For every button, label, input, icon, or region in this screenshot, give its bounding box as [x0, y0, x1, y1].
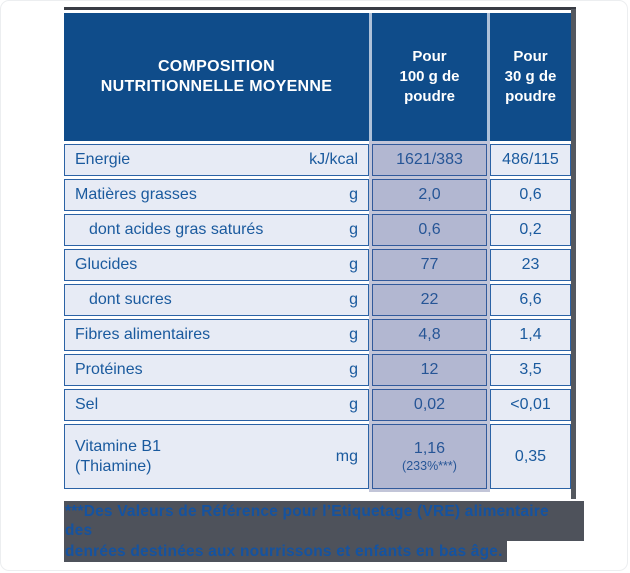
row-label: Energie	[75, 151, 131, 168]
value-per-100g: 12	[372, 354, 487, 386]
value-per-100g: 1,16	[413, 440, 446, 457]
unit-label: g	[349, 221, 358, 238]
header-per-100g-line2: 100 g de	[399, 68, 460, 85]
value-per-30g: 0,35	[490, 424, 571, 489]
header-per-30g-line2: 30 g de	[504, 68, 557, 85]
value-per-30g: 3,5	[490, 354, 571, 386]
table-header-row: COMPOSITION NUTRITIONNELLE MOYENNE Pour …	[64, 13, 571, 141]
header-composition: COMPOSITION NUTRITIONNELLE MOYENNE	[64, 13, 369, 141]
unit-label: kJ/kcal	[309, 151, 358, 168]
row-label: Vitamine B1	[75, 437, 161, 455]
nutrition-table: COMPOSITION NUTRITIONNELLE MOYENNE Pour …	[64, 13, 571, 492]
row-vitamine-b1: Vitamine B1 (Thiamine) mg 1,16 (233%***)…	[64, 424, 571, 489]
value-per-30g: <0,01	[490, 389, 571, 421]
value-per-100g: 4,8	[372, 319, 487, 351]
unit-label: g	[349, 326, 358, 343]
row-label: Protéines	[75, 361, 143, 378]
row-fibres-alimentaires: Fibres alimentaires g 4,8 1,4	[64, 319, 571, 351]
value-per-100g: 22	[372, 284, 487, 316]
row-matieres-grasses: Matières grasses g 2,0 0,6	[64, 179, 571, 211]
row-label: dont acides gras saturés	[89, 221, 264, 238]
header-composition-line2: NUTRITIONNELLE MOYENNE	[100, 78, 333, 95]
value-per-30g: 0,2	[490, 214, 571, 246]
value-per-100g: 0,02	[372, 389, 487, 421]
row-label: Fibres alimentaires	[75, 326, 211, 343]
row-label: Matières grasses	[75, 186, 197, 203]
value-per-30g: 0,6	[490, 179, 571, 211]
table-top-shadow	[64, 7, 576, 10]
footnote-line2: denrées destinées aux nourrissons et enf…	[64, 541, 507, 562]
row-label: dont sucres	[89, 291, 172, 308]
table-right-shadow	[571, 9, 576, 499]
unit-label: mg	[335, 447, 358, 465]
header-per-100g: Pour 100 g de poudre	[372, 13, 487, 141]
unit-label: g	[349, 291, 358, 308]
value-per-100g-note: (233%***)	[402, 459, 457, 473]
unit-label: g	[349, 396, 358, 413]
header-per-100g-line3: poudre	[404, 88, 455, 105]
unit-label: g	[349, 186, 358, 203]
header-per-100g-line1: Pour	[412, 48, 447, 65]
row-sel: Sel g 0,02 <0,01	[64, 389, 571, 421]
footnote-line1: ***Des Valeurs de Référence pour l’Etiqu…	[64, 501, 584, 541]
value-per-30g: 23	[490, 249, 571, 281]
value-per-100g: 1621/383	[372, 144, 487, 176]
value-per-30g: 6,6	[490, 284, 571, 316]
header-per-30g-line3: poudre	[505, 88, 556, 105]
value-per-100g: 2,0	[372, 179, 487, 211]
header-per-30g: Pour 30 g de poudre	[490, 13, 571, 141]
header-per-30g-line1: Pour	[513, 48, 548, 65]
row-label: Glucides	[75, 256, 138, 273]
row-acides-gras-satures: dont acides gras saturés g 0,6 0,2	[64, 214, 571, 246]
row-label-line2: (Thiamine)	[75, 457, 152, 475]
row-sucres: dont sucres g 22 6,6	[64, 284, 571, 316]
row-label: Sel	[75, 396, 99, 413]
unit-label: g	[349, 256, 358, 273]
unit-label: g	[349, 361, 358, 378]
row-glucides: Glucides g 77 23	[64, 249, 571, 281]
row-proteines: Protéines g 12 3,5	[64, 354, 571, 386]
value-per-100g: 0,6	[372, 214, 487, 246]
row-energie: Energie kJ/kcal 1621/383 486/115	[64, 144, 571, 176]
value-per-30g: 486/115	[490, 144, 571, 176]
value-per-100g: 77	[372, 249, 487, 281]
header-composition-line1: COMPOSITION	[157, 58, 276, 75]
footnote: ***Des Valeurs de Référence pour l’Etiqu…	[64, 501, 584, 562]
value-per-30g: 1,4	[490, 319, 571, 351]
